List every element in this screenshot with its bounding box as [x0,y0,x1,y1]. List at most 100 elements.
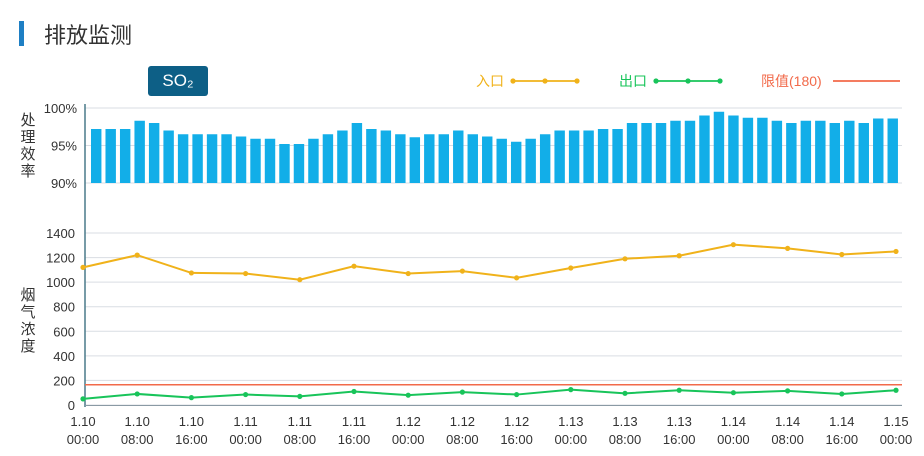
inlet-point [134,252,140,258]
efficiency-bar [655,123,667,183]
efficiency-bar [626,123,638,183]
efficiency-bar [366,129,377,183]
inlet-point [297,277,303,283]
efficiency-bar [192,134,203,183]
outlet-point [676,387,682,393]
efficiency-bar [119,129,131,183]
x-tick-label: 1.12 08:00 [446,414,479,447]
legend-inlet-marker [574,78,580,84]
legend-outlet-marker [685,78,691,84]
x-tick-label: 1.13 16:00 [663,414,696,447]
x-tick-label: 1.14 08:00 [771,414,804,447]
efficiency-bar [453,130,464,183]
efficiency-bar [395,134,406,183]
legend-inlet-label: 入口 [476,73,504,89]
outlet-point [134,391,140,397]
efficiency-bar [206,134,218,183]
concentration-axis-label: 烟气浓度 [20,287,36,355]
efficiency-bar [322,134,334,183]
efficiency-bar [597,129,609,183]
efficiency-bar [293,144,305,183]
efficiency-bar [786,123,797,183]
inlet-point [730,242,737,248]
pollutant-tab-so2[interactable]: SO₂ [148,66,208,96]
efficiency-bar [554,130,565,183]
efficiency-bar [641,123,652,183]
outlet-point [893,387,899,393]
efficiency-bar [612,129,623,183]
x-tick-label: 1.14 16:00 [826,414,859,447]
x-tick-label: 1.12 16:00 [500,414,533,447]
legend-inlet-marker [542,78,548,84]
inlet-point [188,270,194,276]
efficiency-axis-label: 处理效率 [20,112,36,180]
title-accent-bar [19,21,24,46]
inlet-point [785,245,791,251]
x-tick-label: 1.11 08:00 [284,414,317,447]
efficiency-bar [496,138,507,183]
inlet-series-line [82,243,897,281]
legend-outlet-marker [653,78,659,84]
page-title: 排放监测 [44,23,133,48]
inlet-point [514,275,520,281]
efficiency-bar [250,138,261,183]
legend-limit-label: 限值(180) [761,73,822,89]
efficiency-bar [800,120,812,183]
efficiency-bar [583,130,594,183]
outlet-point [351,388,357,395]
legend-outlet-label: 出口 [619,73,647,89]
efficiency-bar [467,134,478,183]
efficiency-bar [873,118,884,183]
concentration-tick-label: 400 [53,349,75,364]
inlet-point [405,270,411,277]
efficiency-bar [409,137,421,183]
legend-inlet-marker [510,78,516,84]
x-tick-label: 1.10 00:00 [67,414,100,447]
x-tick-label: 1.12 00:00 [392,414,425,447]
efficiency-bar [568,130,580,183]
efficiency-bar [264,138,276,183]
efficiency-bar [713,111,725,183]
inlet-point [622,256,628,262]
outlet-point [297,393,303,399]
x-tick-label: 1.11 16:00 [338,414,371,447]
inlet-point [459,268,465,274]
efficiency-bar [148,123,160,183]
efficiency-bar [742,117,754,183]
efficiency-bar [424,134,435,183]
efficiency-bar [438,134,449,183]
efficiency-bar [887,118,898,183]
outlet-point [80,396,86,402]
concentration-tick-label: 0 [68,398,75,413]
inlet-point [676,253,682,259]
efficiency-bar [380,130,392,183]
efficiency-bar [134,120,145,183]
inlet-point [80,264,86,270]
legend-outlet-marker [717,78,723,84]
efficiency-bar [757,117,768,183]
efficiency-bar [351,123,363,183]
outlet-point [514,391,520,398]
efficiency-bar [510,141,522,183]
concentration-tick-label: 200 [53,373,75,388]
efficiency-bar [279,144,290,183]
efficiency-bar [308,138,319,183]
efficiency-bar [105,129,116,183]
x-tick-label: 1.11 00:00 [229,414,262,447]
efficiency-bar [771,120,783,183]
efficiency-tick-label: 100% [44,101,78,116]
efficiency-bar [482,136,493,183]
outlet-point [405,392,411,398]
efficiency-tick-label: 95% [51,139,77,154]
efficiency-tick-label: 90% [51,176,77,191]
outlet-point [459,389,465,395]
efficiency-bar [815,120,826,183]
outlet-point [622,390,628,396]
efficiency-bar [163,130,174,183]
outlet-point [730,390,737,396]
x-tick-label: 1.13 08:00 [609,414,642,447]
efficiency-bar [829,123,841,183]
efficiency-bar [525,138,536,183]
efficiency-bar [699,115,710,183]
